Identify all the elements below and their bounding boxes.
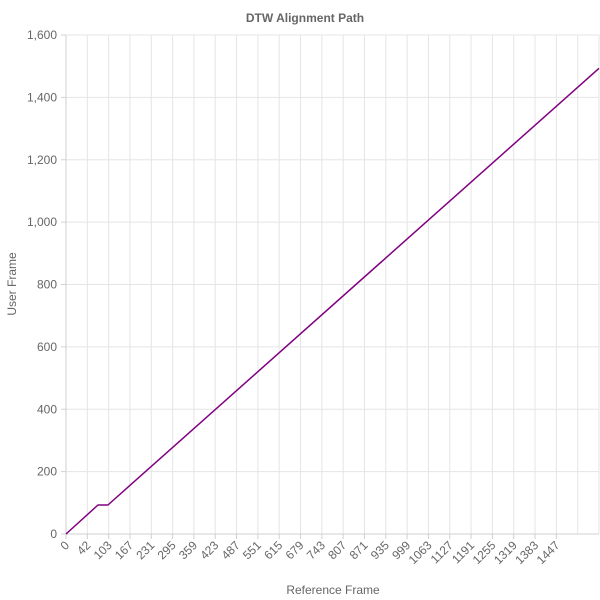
y-tick-label: 1,000 (27, 215, 57, 229)
x-tick-label: 871 (347, 538, 371, 562)
x-tick-label: 551 (240, 538, 264, 562)
x-tick-label: 42 (74, 538, 94, 558)
x-tick-label: 1127 (428, 538, 456, 566)
grid (65, 34, 600, 535)
x-tick-label: 359 (176, 538, 200, 562)
x-tick-label: 295 (155, 538, 179, 562)
series-layer (65, 67, 600, 535)
y-tick-label: 0 (50, 527, 57, 541)
y-axis-label: User Frame (5, 252, 19, 316)
x-tick-label: 487 (219, 538, 243, 562)
y-tick-label: 800 (37, 278, 57, 292)
x-tick-label: 935 (368, 538, 392, 562)
y-tick-label: 400 (37, 402, 57, 416)
y-axis-ticks: 0 200 400 600 800 1,000 1,200 1,400 1,600 (27, 28, 66, 541)
x-tick-label: 167 (112, 538, 136, 562)
x-tick-label: 1447 (534, 538, 563, 567)
series-line (65, 67, 600, 535)
y-tick-label: 1,400 (27, 90, 57, 104)
y-tick-label: 1,200 (27, 153, 57, 167)
chart-title: DTW Alignment Path (246, 11, 364, 25)
x-tick-label: 423 (197, 538, 221, 562)
x-tick-label: 807 (325, 538, 349, 562)
x-tick-label: 231 (133, 538, 157, 562)
x-tick-label: 0 (57, 538, 72, 553)
y-tick-label: 200 (37, 465, 57, 479)
x-axis-label: Reference Frame (286, 583, 380, 597)
y-tick-label: 600 (37, 340, 57, 354)
y-tick-label: 1,600 (27, 28, 57, 42)
x-tick-label: 103 (91, 538, 115, 562)
x-tick-label: 615 (261, 538, 285, 562)
x-tick-label: 743 (304, 538, 328, 562)
x-tick-label: 1191 (449, 538, 477, 566)
x-axis-ticks: 0 421031672312953594234875516156797438078… (57, 534, 563, 567)
x-tick-label: 679 (283, 538, 307, 562)
